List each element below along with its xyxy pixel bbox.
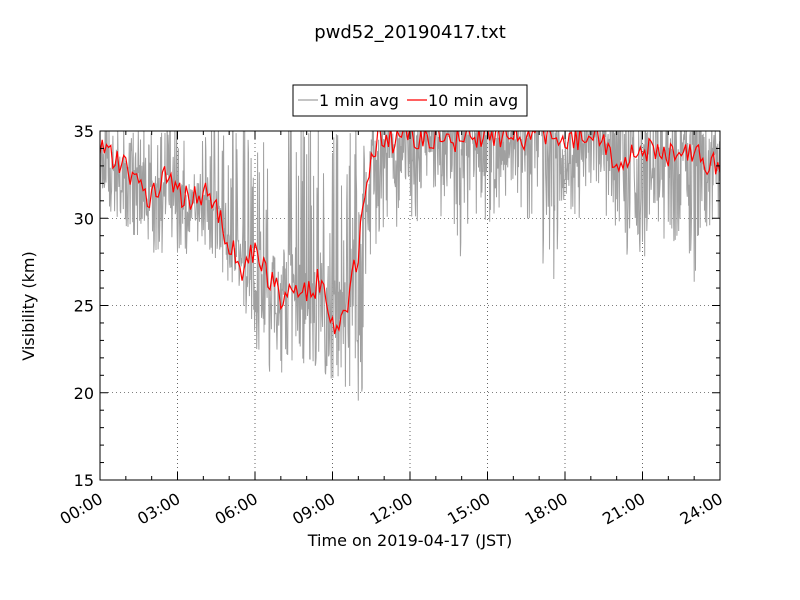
y-tick-label: 30: [74, 209, 94, 228]
legend: 1 min avg 10 min avg: [292, 84, 528, 117]
series-line-1min: [100, 131, 720, 401]
chart-title: pwd52_20190417.txt: [314, 22, 506, 43]
x-axis-label: Time on 2019-04-17 (JST): [307, 531, 512, 550]
plot-area: 00:00 03:00 06:00 09:00 12:00 15:00 18:00 21:00…: [57, 122, 726, 529]
y-tick-label: 15: [74, 471, 94, 490]
series-group: [100, 131, 720, 401]
y-axis-label: Visibility (km): [19, 251, 38, 360]
legend-label-10min: 10 min avg: [428, 91, 518, 110]
series-line-10min: [100, 131, 720, 335]
grid: [100, 131, 720, 480]
legend-label-1min: 1 min avg: [319, 91, 399, 110]
y-tick-label: 20: [74, 384, 94, 403]
y-tick-label: 25: [74, 297, 94, 316]
y-tick-label: 35: [74, 122, 94, 141]
